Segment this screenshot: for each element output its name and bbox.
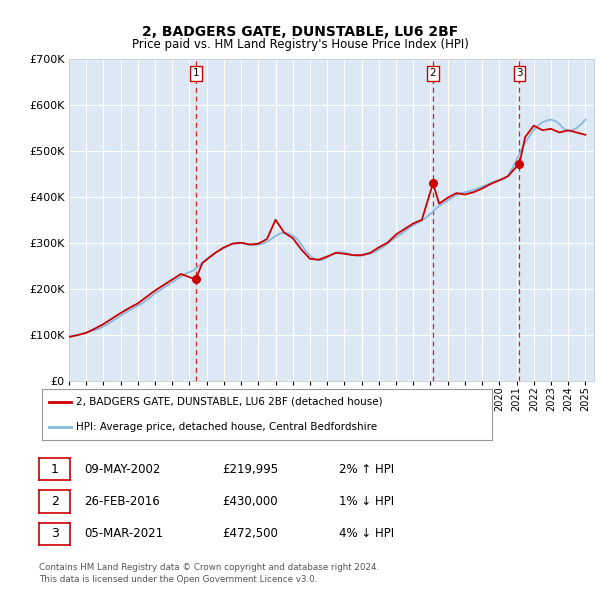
Text: 3: 3 [50, 527, 59, 540]
Text: 2: 2 [430, 68, 436, 78]
Text: 26-FEB-2016: 26-FEB-2016 [84, 495, 160, 508]
Text: 4% ↓ HPI: 4% ↓ HPI [339, 527, 394, 540]
Text: This data is licensed under the Open Government Licence v3.0.: This data is licensed under the Open Gov… [39, 575, 317, 584]
Text: £219,995: £219,995 [222, 463, 278, 476]
Text: 1% ↓ HPI: 1% ↓ HPI [339, 495, 394, 508]
Text: 2: 2 [50, 495, 59, 508]
Text: £430,000: £430,000 [222, 495, 278, 508]
Text: 2, BADGERS GATE, DUNSTABLE, LU6 2BF (detached house): 2, BADGERS GATE, DUNSTABLE, LU6 2BF (det… [76, 397, 382, 407]
Text: 3: 3 [516, 68, 523, 78]
Text: Contains HM Land Registry data © Crown copyright and database right 2024.: Contains HM Land Registry data © Crown c… [39, 563, 379, 572]
Text: £472,500: £472,500 [222, 527, 278, 540]
Text: 2% ↑ HPI: 2% ↑ HPI [339, 463, 394, 476]
Text: 1: 1 [50, 463, 59, 476]
Text: HPI: Average price, detached house, Central Bedfordshire: HPI: Average price, detached house, Cent… [76, 422, 377, 432]
Text: 09-MAY-2002: 09-MAY-2002 [84, 463, 160, 476]
Text: 2, BADGERS GATE, DUNSTABLE, LU6 2BF: 2, BADGERS GATE, DUNSTABLE, LU6 2BF [142, 25, 458, 39]
Text: Price paid vs. HM Land Registry's House Price Index (HPI): Price paid vs. HM Land Registry's House … [131, 38, 469, 51]
Text: 1: 1 [193, 68, 199, 78]
Text: 05-MAR-2021: 05-MAR-2021 [84, 527, 163, 540]
